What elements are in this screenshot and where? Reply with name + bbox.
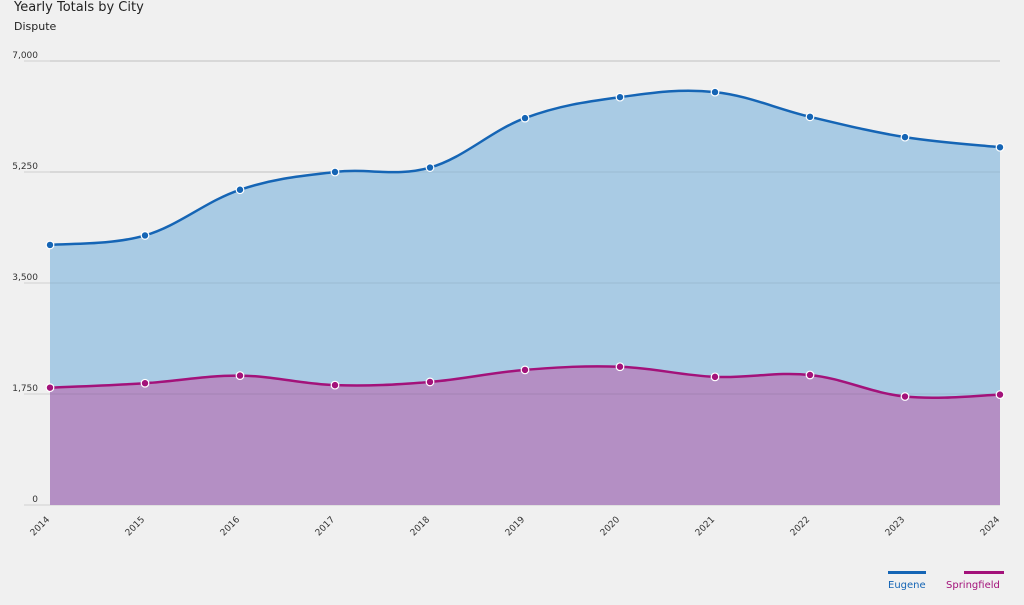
point-eugene-2017 [330,167,340,177]
point-springfield-2015 [140,378,150,388]
legend-label-springfield: Springfield [946,580,1000,591]
point-springfield-2014 [45,383,55,393]
point-springfield-2016 [235,371,245,381]
point-springfield-2019 [520,365,530,375]
point-springfield-2020 [615,362,625,372]
y-tick-label: 5,250 [12,162,38,172]
point-eugene-2019 [520,113,530,123]
point-eugene-2016 [235,185,245,195]
x-tick-label: 2015 [124,515,147,538]
point-eugene-2023 [900,132,910,142]
point-eugene-2021 [710,87,720,97]
point-eugene-2015 [140,231,150,240]
x-tick-label: 2019 [504,515,527,538]
chart-subtitle: Dispute [14,20,57,33]
x-tick-label: 2020 [599,515,622,538]
y-tick-label: 0 [32,495,38,505]
x-tick-label: 2023 [884,515,907,538]
legend-label-eugene: Eugene [888,580,926,591]
point-eugene-2024 [995,142,1005,152]
x-tick-label: 2022 [789,515,812,538]
legend-swatch-eugene [888,571,926,574]
point-eugene-2018 [425,163,435,172]
legend-swatch-springfield [964,571,1004,574]
y-tick-label: 7,000 [12,51,38,61]
x-tick-label: 2016 [219,515,242,538]
point-springfield-2018 [425,377,435,387]
area-springfield [50,366,1000,505]
point-eugene-2020 [615,92,625,102]
point-springfield-2021 [710,372,720,382]
point-springfield-2022 [805,370,815,380]
point-eugene-2014 [45,240,55,250]
x-tick-label: 2018 [409,515,432,538]
y-tick-label: 1,750 [12,384,38,394]
x-tick-label: 2014 [29,515,52,538]
point-springfield-2017 [330,380,340,390]
point-springfield-2023 [900,392,910,401]
point-springfield-2024 [995,390,1005,400]
y-tick-label: 3,500 [12,273,38,283]
chart-title: Yearly Totals by City [14,0,144,15]
x-tick-label: 2021 [694,515,717,538]
x-tick-label: 2017 [314,515,337,538]
point-eugene-2022 [805,112,815,122]
x-tick-label: 2024 [979,515,1002,538]
